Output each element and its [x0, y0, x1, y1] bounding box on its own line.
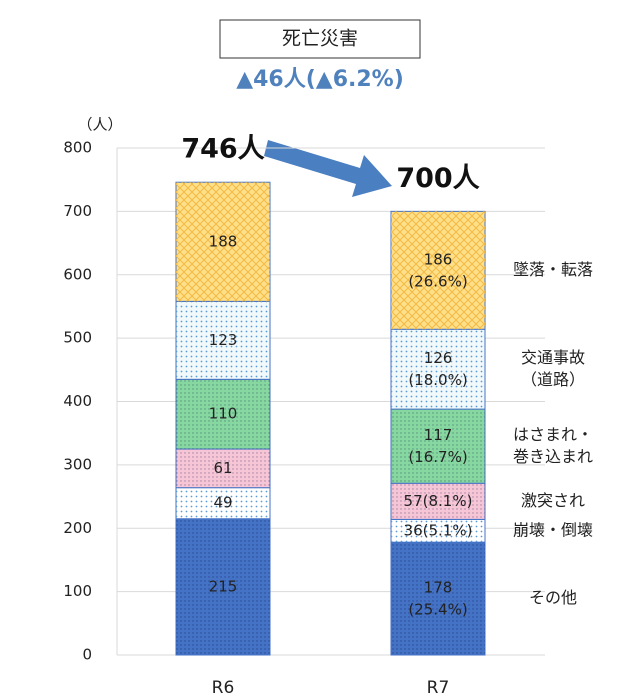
- y-tick-label: 300: [63, 455, 92, 473]
- legend-label: 交通事故（道路）: [521, 348, 585, 389]
- bar-segment: [390, 408, 486, 484]
- value-label: 117 (16.7%): [408, 426, 467, 466]
- y-tick-label: 800: [63, 139, 92, 157]
- legend-label: 崩壊・倒壊: [513, 520, 593, 539]
- arrow: [264, 140, 392, 197]
- y-tick-label: 0: [82, 646, 92, 664]
- y-tick-label: 400: [63, 392, 92, 410]
- value-label: 110: [209, 405, 238, 423]
- x-tick-label: R6: [212, 678, 235, 698]
- y-axis-label: （人）: [77, 116, 122, 134]
- bar-segment: [390, 328, 486, 410]
- value-label: 126 (18.0%): [408, 349, 467, 389]
- legend-label: 墜落・転落: [513, 260, 593, 279]
- legend-label: その他: [529, 588, 577, 607]
- total-label: 700人: [396, 163, 479, 194]
- chart-title: 死亡災害: [282, 28, 358, 50]
- y-tick-label: 600: [63, 265, 92, 283]
- y-tick-label: 500: [63, 329, 92, 347]
- value-label: 61: [213, 459, 232, 477]
- value-label: 123: [209, 331, 238, 349]
- value-label: 57(8.1%): [404, 492, 473, 510]
- y-tick-label: 100: [63, 582, 92, 600]
- value-label: 36(5.1%): [404, 521, 473, 539]
- legend-label: はさまれ・巻き込まれ: [513, 425, 593, 466]
- value-label: 49: [213, 494, 232, 512]
- legend-label: 激突され: [521, 491, 585, 510]
- value-label: 188: [209, 232, 238, 250]
- chart-subtitle: ▲46人(▲6.2%): [236, 67, 404, 92]
- bar-segment: [390, 210, 486, 330]
- y-tick-label: 700: [63, 202, 92, 220]
- title-box: [219, 19, 421, 59]
- bar-segment: [390, 541, 486, 656]
- value-label: 178 (25.4%): [408, 578, 467, 618]
- total-label: 746人: [181, 134, 264, 165]
- y-tick-label: 200: [63, 519, 92, 537]
- value-label: 215: [209, 577, 238, 595]
- value-label: 186 (26.6%): [408, 250, 467, 290]
- x-tick-label: R7: [427, 678, 450, 698]
